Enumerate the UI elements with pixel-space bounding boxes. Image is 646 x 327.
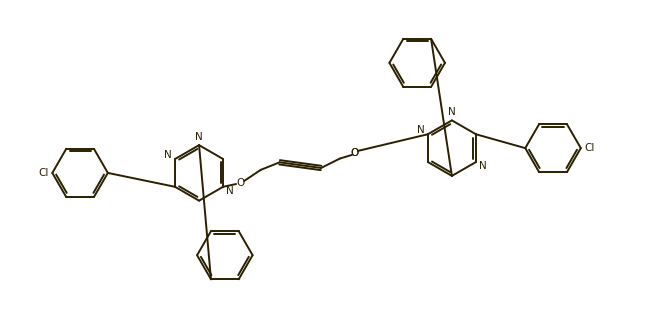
Text: Cl: Cl [38,168,48,178]
Text: O: O [236,178,244,188]
Text: N: N [479,161,486,171]
Text: N: N [164,150,172,160]
Text: N: N [417,125,425,135]
Text: N: N [448,108,456,117]
Text: O: O [351,148,359,158]
Text: Cl: Cl [585,143,595,153]
Text: N: N [226,186,234,196]
Text: N: N [195,132,203,142]
Text: O: O [351,148,359,158]
